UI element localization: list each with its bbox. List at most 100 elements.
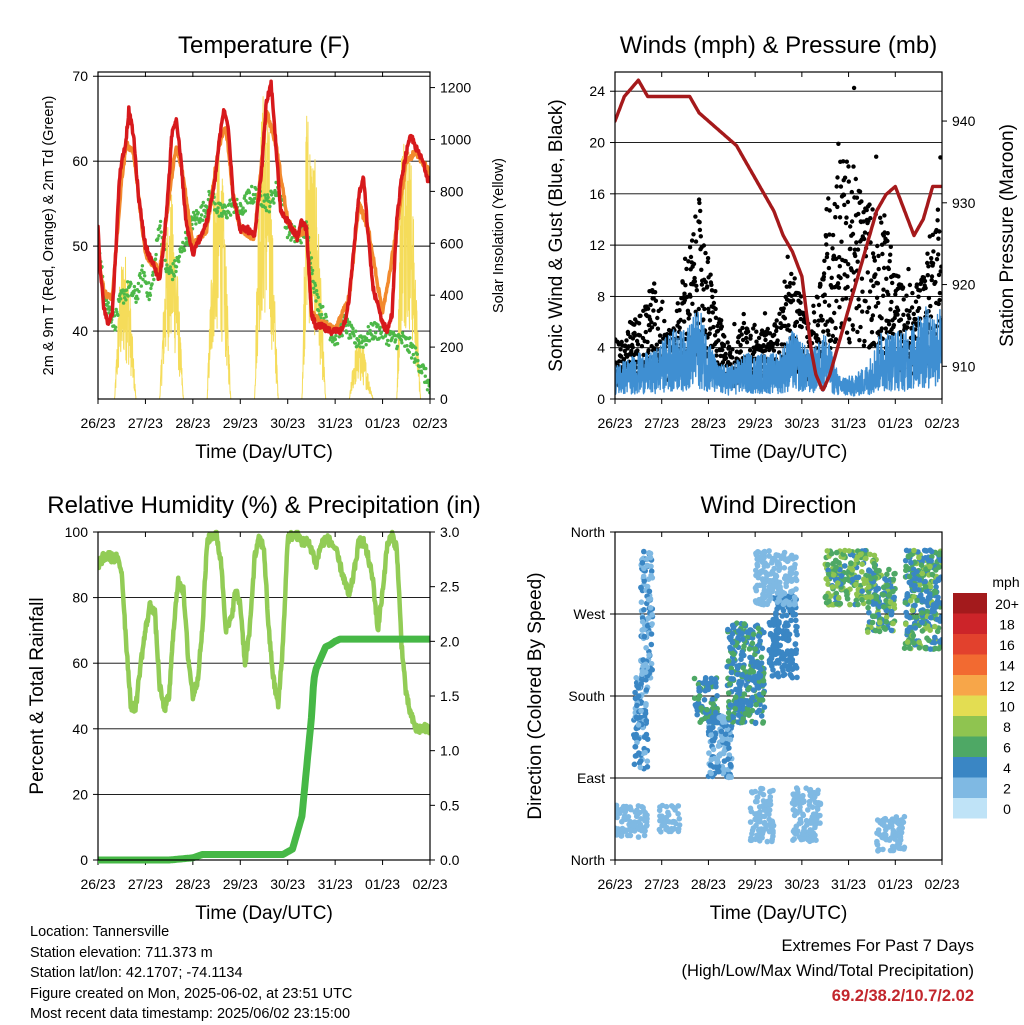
direction-point xyxy=(874,838,880,845)
gust-point xyxy=(847,317,852,322)
dewpoint-point xyxy=(136,281,141,286)
gust-point xyxy=(824,254,830,260)
direction-point xyxy=(700,680,706,686)
direction-point xyxy=(760,577,766,584)
direction-point xyxy=(916,554,922,561)
dewpoint-point xyxy=(163,258,167,262)
dewpoint-point xyxy=(411,352,415,357)
dewpoint-point xyxy=(121,301,126,305)
legend-label: 6 xyxy=(1003,740,1011,756)
gust-point xyxy=(845,199,851,205)
gust-point xyxy=(838,275,843,281)
gust-point xyxy=(935,218,940,223)
gust-point xyxy=(865,270,870,275)
gust-point xyxy=(770,341,776,347)
x-tick-label: 28/23 xyxy=(175,876,210,892)
gust-point xyxy=(884,276,889,281)
gust-point xyxy=(782,316,788,321)
direction-point xyxy=(823,576,829,582)
gust-point xyxy=(879,220,884,225)
gust-point xyxy=(929,277,934,283)
dewpoint-point xyxy=(287,233,291,237)
direction-point xyxy=(751,677,757,684)
direction-point xyxy=(738,698,745,704)
direction-point xyxy=(637,764,644,771)
gust-point xyxy=(917,288,923,293)
direction-point xyxy=(619,806,625,812)
direction-point xyxy=(867,551,873,558)
direction-point xyxy=(633,714,640,721)
dewpoint-point xyxy=(426,378,430,382)
x-tick-label: 29/23 xyxy=(738,876,773,892)
gust-point xyxy=(868,216,873,221)
gust-point xyxy=(939,264,942,269)
gust-point xyxy=(730,355,735,360)
gust-point xyxy=(854,195,860,200)
gust-point xyxy=(848,224,853,229)
legend-label: 16 xyxy=(999,637,1015,653)
gust-point xyxy=(882,213,887,218)
gust-point xyxy=(705,256,711,261)
gust-point xyxy=(789,293,794,298)
direction-point xyxy=(789,552,795,559)
y-right-tick-label: 800 xyxy=(440,183,464,199)
direction-point xyxy=(627,832,634,839)
direction-point xyxy=(638,825,645,832)
gust-point xyxy=(926,295,932,301)
direction-point xyxy=(762,560,768,566)
y-tick-label: 24 xyxy=(589,83,605,99)
direction-point xyxy=(932,623,938,630)
direction-point xyxy=(792,641,799,648)
dewpoint-point xyxy=(241,206,245,210)
direction-point xyxy=(728,669,735,676)
direction-point xyxy=(741,691,748,697)
direction-point xyxy=(859,597,865,603)
direction-point xyxy=(727,702,734,708)
dewpoint-point xyxy=(395,344,400,349)
direction-point xyxy=(708,770,714,777)
direction-point xyxy=(795,800,801,806)
gust-point xyxy=(722,334,727,339)
direction-point xyxy=(634,683,640,689)
y-axis-label: 2m & 9m T (Red, Orange) & 2m Td (Green) xyxy=(41,96,57,376)
direction-point xyxy=(675,811,681,817)
gust-point xyxy=(850,231,856,237)
gust-point xyxy=(658,339,663,345)
gust-point xyxy=(861,343,867,348)
direction-point xyxy=(770,828,776,834)
dewpoint-point xyxy=(427,381,430,385)
dewpoint-point xyxy=(173,259,177,263)
gust-point xyxy=(861,210,866,215)
direction-point xyxy=(791,594,798,600)
gust-point xyxy=(725,340,730,345)
dewpoint-point xyxy=(177,259,181,264)
gust-point xyxy=(823,234,829,239)
dewpoint-point xyxy=(318,303,322,307)
y-right-tick-label: 920 xyxy=(952,277,976,293)
direction-point xyxy=(901,813,908,820)
gust-point xyxy=(876,266,881,272)
gust-point xyxy=(775,342,780,347)
gust-point xyxy=(907,282,913,288)
dewpoint-point xyxy=(334,334,338,338)
dewpoint-point xyxy=(147,281,151,285)
dewpoint-point xyxy=(407,350,411,354)
direction-point xyxy=(853,581,859,588)
temp-2m-series xyxy=(98,79,430,337)
y-tick-label: North xyxy=(571,852,605,868)
direction-point xyxy=(784,620,790,626)
direction-point xyxy=(647,605,654,611)
direction-point xyxy=(619,818,625,825)
dewpoint-point xyxy=(352,334,356,338)
direction-point xyxy=(806,798,813,805)
gust-point xyxy=(682,256,688,261)
gust-point xyxy=(694,288,699,293)
speed-legend: mph 20+ 18 16 14 12 10 8 6 4 2 0 xyxy=(953,574,1020,819)
gust-point xyxy=(702,306,707,312)
y-tick-label: West xyxy=(573,606,605,622)
direction-point xyxy=(843,588,850,595)
gust-point xyxy=(765,326,770,332)
direction-point xyxy=(912,582,918,589)
direction-point xyxy=(725,626,731,633)
direction-point xyxy=(729,650,735,656)
